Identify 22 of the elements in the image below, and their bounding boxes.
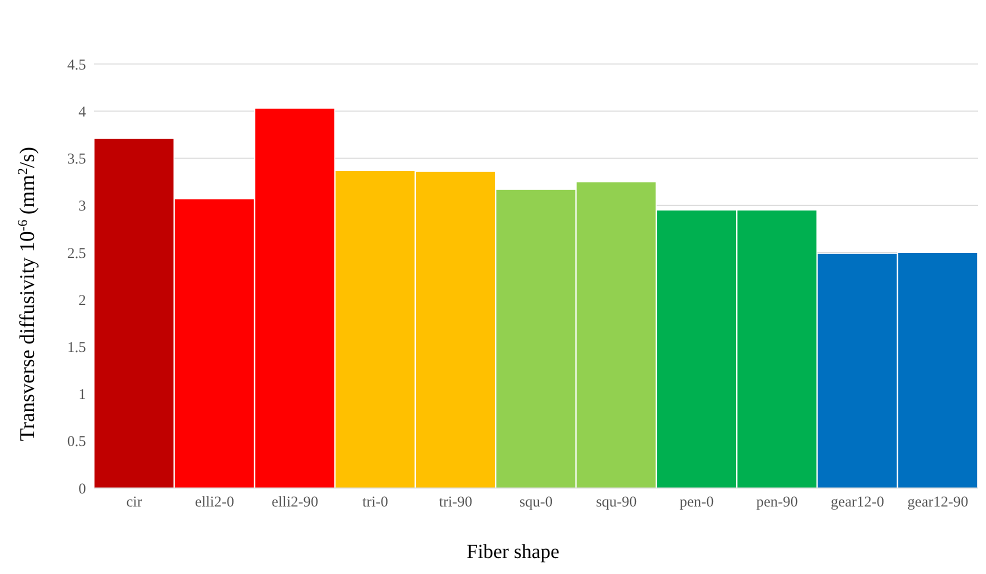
x-tick-label: pen-0 [680,494,714,511]
y-tick-label: 1.5 [67,340,86,356]
y-tick-label: 4 [78,104,86,120]
x-tick-label: squ-0 [519,494,553,511]
y-tick-label: 4.5 [67,57,86,74]
x-tick-label: tri-90 [438,494,472,511]
y-tick-label: 1 [78,387,86,404]
x-tick-label: pen-90 [756,494,798,511]
y-tick-label: 3 [78,198,86,215]
x-axis-title: Fiber shape [466,541,560,563]
y-tick-label: 2 [78,292,86,309]
x-tick-label: elli2-0 [194,494,234,511]
x-tick-label: squ-90 [596,494,637,511]
y-tick-label: 0 [78,481,86,498]
x-tick-label: elli2-90 [272,494,318,511]
x-tick-label: gear12-0 [830,494,884,511]
y-tick-label: 2.5 [67,246,86,262]
x-tick-label: cir [126,494,142,511]
x-tick-label: tri-0 [362,494,388,511]
x-tick-label: gear12-90 [907,494,968,511]
y-tick-label: 0.5 [67,434,86,450]
y-tick-label: 3.5 [67,152,86,168]
